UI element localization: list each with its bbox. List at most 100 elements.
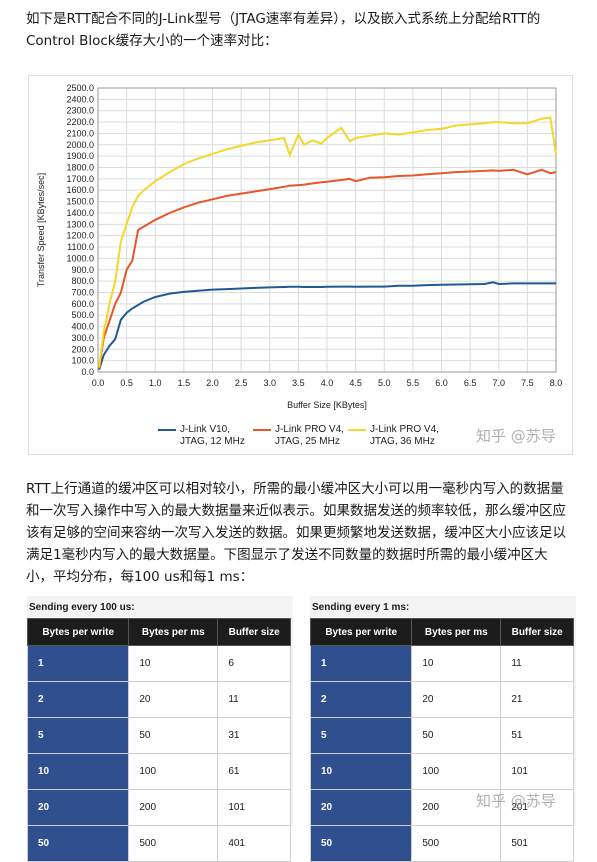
x-axis-label: Buffer Size [KBytes] [287, 400, 367, 410]
table-cell: 50 [26, 825, 130, 862]
table-cell: 11 [500, 645, 574, 682]
x-tick-label: 5.0 [378, 378, 391, 388]
y-tick-label: 1700.0 [66, 174, 94, 184]
y-tick-label: 400.0 [71, 322, 94, 332]
header-cell: Buffer size [217, 618, 291, 646]
y-tick-label: 1600.0 [66, 185, 94, 195]
table-row: 1 10 11 [309, 645, 574, 682]
intro-paragraph: 如下是RTT配合不同的J-Link型号（JTAG速率有差异），以及嵌入式系统上分… [26, 11, 541, 49]
table-cell: 200 [128, 789, 219, 826]
x-tick-label: 8.0 [550, 378, 563, 388]
y-tick-label: 2000.0 [66, 140, 94, 150]
table-cell: 200 [411, 789, 502, 826]
x-tick-label: 4.5 [349, 378, 362, 388]
x-tick-label: 1.5 [178, 378, 191, 388]
table-cell: 100 [128, 753, 219, 790]
legend-label: J-Link PRO V4, JTAG, 36 MHz [370, 424, 439, 447]
table-row: 50 500 501 [309, 825, 574, 862]
legend-swatch [253, 429, 271, 431]
y-axis-label: Transfer Speed [KBytes/sec] [36, 173, 46, 287]
table-cell: 20 [26, 789, 130, 826]
table-cell: 50 [128, 717, 219, 754]
table-cell: 500 [411, 825, 502, 862]
y-tick-label: 100.0 [71, 356, 94, 366]
y-tick-label: 1200.0 [66, 231, 94, 241]
x-tick-label: 4.0 [321, 378, 334, 388]
y-tick-label: 2400.0 [66, 94, 94, 104]
x-tick-label: 1.0 [149, 378, 162, 388]
y-tick-label: 0.0 [81, 367, 94, 377]
series-line [98, 281, 556, 370]
table-cell: 50 [309, 825, 413, 862]
table-cell: 61 [217, 753, 291, 790]
table-row: 10 100 101 [309, 753, 574, 790]
table-cell: 401 [217, 825, 291, 862]
table-cell: 21 [500, 681, 574, 718]
plot-frame [97, 87, 557, 373]
legend-label: J-Link PRO V4, JTAG, 25 MHz [275, 424, 344, 447]
page: 如下是RTT配合不同的J-Link型号（JTAG速率有差异），以及嵌入式系统上分… [26, 11, 576, 862]
chart-frame [28, 75, 573, 455]
header-cell: Buffer size [500, 618, 574, 646]
table-cell: 1 [309, 645, 413, 682]
table-cell: 201 [500, 789, 574, 826]
y-tick-label: 1800.0 [66, 163, 94, 173]
x-tick-label: 0.0 [92, 378, 105, 388]
y-tick-label: 900.0 [71, 265, 94, 275]
legend-swatch [158, 429, 176, 431]
table-row: 5 50 51 [309, 717, 574, 754]
legend-entry: J-Link PRO V4, JTAG, 36 MHz [348, 424, 450, 448]
x-tick-label: 7.5 [521, 378, 534, 388]
data-table: Bytes per write Bytes per ms Buffer size 1 1… [26, 618, 291, 862]
table-cell: 10 [309, 753, 413, 790]
table-cell: 20 [128, 681, 219, 718]
y-tick-label: 2200.0 [66, 117, 94, 127]
y-tick-label: 2100.0 [66, 128, 94, 138]
series-line [98, 116, 557, 368]
table-caption: Sending every 100 us: [29, 602, 135, 613]
header-cell: Bytes per ms [128, 618, 219, 646]
body-paragraph: RTT上行通道的缓冲区可以相对较小，所需的最小缓冲区大小可以用一毫秒内写入的数据… [26, 481, 566, 585]
header-cell: Bytes per write [309, 618, 413, 646]
x-tick-label: 2.0 [206, 378, 219, 388]
table-cell: 2 [309, 681, 413, 718]
table-cell: 20 [309, 789, 413, 826]
table-cell: 51 [500, 717, 574, 754]
table-cell: 11 [217, 681, 291, 718]
y-tick-label: 1300.0 [66, 219, 94, 229]
x-tick-label: 3.0 [263, 378, 276, 388]
table-cell: 6 [217, 645, 291, 682]
table-cell: 10 [26, 753, 130, 790]
y-tick-label: 2500.0 [66, 83, 94, 93]
table-cell: 31 [217, 717, 291, 754]
watermark: 知乎 @苏导 [476, 792, 556, 810]
table-cell: 500 [128, 825, 219, 862]
table-row: 10 100 61 [26, 753, 291, 790]
table-cell: 50 [411, 717, 502, 754]
table-cell: 101 [500, 753, 574, 790]
table-cell: 1 [26, 645, 130, 682]
header-cell: Bytes per write [26, 618, 130, 646]
y-tick-label: 1400.0 [66, 208, 94, 218]
series-line [98, 168, 557, 369]
x-tick-label: 5.5 [407, 378, 420, 388]
header-row: Bytes per write Bytes per ms Buffer size [309, 618, 574, 646]
table-row: 20 200 201 [309, 789, 574, 826]
table-cell: 100 [411, 753, 502, 790]
table-row: 50 500 401 [26, 825, 291, 862]
table-row: 1 10 6 [26, 645, 291, 682]
table-cell: 501 [500, 825, 574, 862]
header-cell: Bytes per ms [411, 618, 502, 646]
table-row: 20 200 101 [26, 789, 291, 826]
table-cell: 2 [26, 681, 130, 718]
x-tick-label: 3.5 [292, 378, 305, 388]
y-tick-label: 200.0 [71, 344, 94, 354]
y-tick-label: 300.0 [71, 333, 94, 343]
legend-entry: J-Link V10, JTAG, 12 MHz [158, 424, 260, 448]
table-cell: 10 [411, 645, 502, 682]
x-tick-label: 2.5 [235, 378, 248, 388]
x-tick-label: 0.5 [120, 378, 133, 388]
table-cell: 101 [217, 789, 291, 826]
x-tick-label: 6.5 [464, 378, 477, 388]
y-tick-label: 800.0 [71, 276, 94, 286]
